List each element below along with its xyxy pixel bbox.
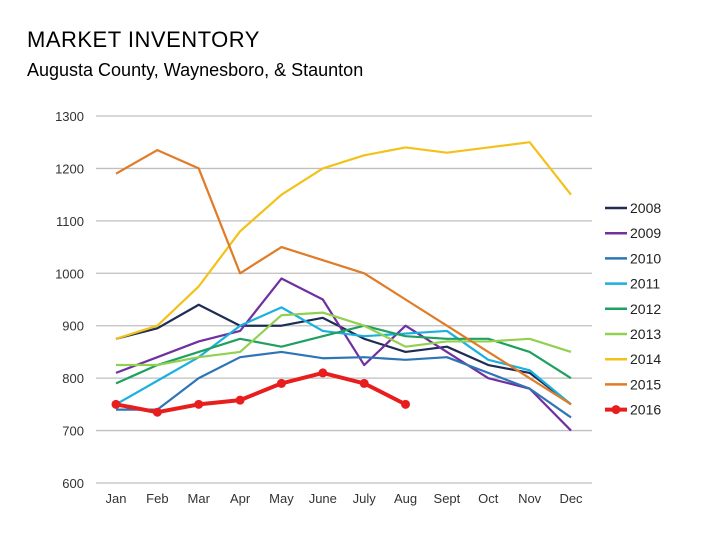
legend-label-2015: 2015 — [630, 376, 661, 392]
series-line-2015 — [115, 148, 572, 406]
chart-title: MARKET INVENTORY — [27, 27, 260, 52]
series-line-2009 — [115, 277, 572, 432]
x-tick-label: Sept — [434, 491, 461, 506]
x-tick-label: Dec — [559, 491, 583, 506]
x-tick-label: June — [309, 491, 337, 506]
data-point-2016 — [318, 368, 328, 378]
y-tick-label: 700 — [62, 424, 84, 439]
data-point-2016 — [152, 407, 162, 417]
data-point-2016 — [359, 378, 369, 388]
legend-label-2012: 2012 — [630, 301, 661, 317]
x-tick-label: Jan — [106, 491, 127, 506]
data-point-2016 — [401, 399, 411, 409]
legend-label-2011: 2011 — [630, 276, 660, 292]
x-tick-label: July — [353, 491, 377, 506]
data-point-2016 — [111, 399, 121, 409]
data-point-2016 — [194, 399, 204, 409]
y-tick-label: 1000 — [55, 266, 84, 281]
y-tick-label: 1100 — [56, 214, 84, 229]
legend-marker-2016 — [611, 405, 621, 415]
x-tick-label: May — [269, 491, 294, 506]
legend-label-2013: 2013 — [630, 326, 661, 342]
chart-subtitle: Augusta County, Waynesboro, & Staunton — [27, 60, 364, 80]
x-tick-label: Oct — [478, 491, 499, 506]
data-point-2016 — [235, 395, 245, 405]
y-tick-label: 1300 — [55, 109, 84, 124]
x-tick-label: Aug — [394, 491, 417, 506]
legend-label-2016: 2016 — [630, 402, 661, 418]
y-tick-label: 900 — [62, 319, 84, 334]
series-line-2008 — [115, 303, 572, 406]
legend-label-2009: 2009 — [630, 225, 661, 241]
legend-label-2014: 2014 — [630, 351, 661, 367]
x-tick-label: Apr — [230, 491, 251, 506]
x-tick-label: Feb — [146, 491, 168, 506]
data-point-2016 — [276, 378, 286, 388]
x-tick-label: Nov — [518, 491, 542, 506]
series-line-2013 — [116, 311, 572, 367]
series-line-2014 — [115, 141, 572, 340]
legend-label-2008: 2008 — [630, 200, 661, 216]
series-line-2016 — [115, 370, 407, 415]
series-line-2010 — [116, 350, 572, 419]
y-tick-label: 1200 — [55, 161, 84, 176]
y-tick-label: 600 — [62, 476, 84, 491]
series-line-2011 — [115, 306, 572, 406]
y-tick-label: 800 — [62, 371, 84, 386]
legend-label-2010: 2010 — [630, 250, 661, 266]
x-tick-label: Mar — [188, 491, 211, 506]
